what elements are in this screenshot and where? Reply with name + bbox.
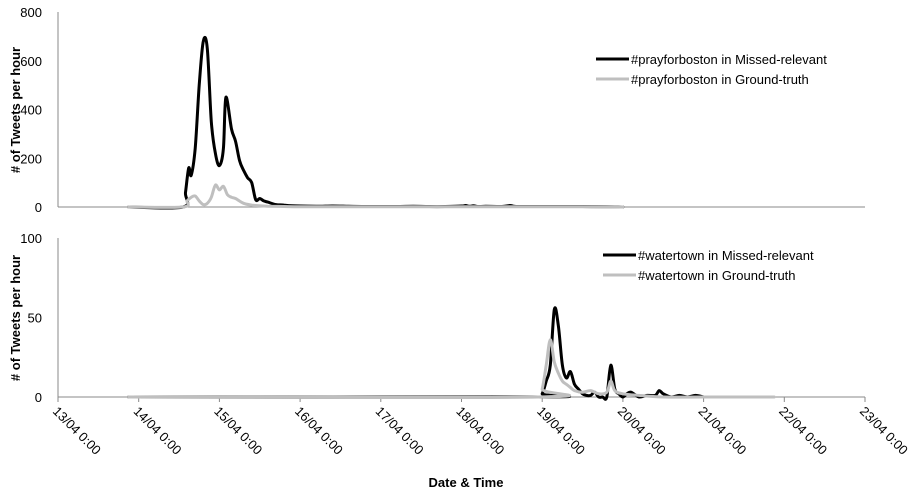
- bot-legend-label: #watertown in Missed-relevant: [638, 248, 814, 263]
- bottom-chart-y-axis-title: # of Tweets per hour: [8, 255, 23, 381]
- x-tick-label: 22/04 0:00: [776, 404, 830, 458]
- top-y-tick-label: 400: [20, 103, 42, 118]
- x-tick-label: 13/04 0:00: [50, 404, 104, 458]
- bottom-chart: 0 50 100 13/04 0:00 14/04 0:00 15/04 0:00 16/…: [8, 231, 911, 490]
- bot-y-tick-label: 100: [20, 231, 42, 246]
- top-series-line-ground-truth: [127, 183, 625, 209]
- top-chart: 0 200 400 600 800 #prayforboston in Missed-r…: [8, 5, 865, 215]
- x-tick-label: 19/04 0:00: [534, 404, 588, 458]
- bottom-chart-legend: #watertown in Missed-relevant #watertown …: [603, 248, 814, 283]
- x-tick-label: 14/04 0:00: [131, 404, 185, 458]
- x-tick-label: 15/04 0:00: [211, 404, 265, 458]
- x-tick-label: 20/04 0:00: [615, 404, 669, 458]
- bot-y-tick-label: 50: [28, 311, 42, 326]
- top-y-tick-label: 0: [35, 200, 42, 215]
- x-tick-label: 16/04 0:00: [292, 404, 346, 458]
- bot-series-line-ground-truth: [127, 338, 776, 400]
- x-axis-title: Date & Time: [429, 475, 504, 490]
- top-y-tick-label: 800: [20, 5, 42, 20]
- bot-series-line-missed-relevant: [127, 306, 706, 401]
- x-tick-label: 18/04 0:00: [453, 404, 507, 458]
- top-y-tick-label: 600: [20, 54, 42, 69]
- top-y-tick-label: 200: [20, 151, 42, 166]
- top-legend-label: #prayforboston in Missed-relevant: [631, 52, 827, 67]
- top-chart-legend: #prayforboston in Missed-relevant #prayfo…: [596, 52, 827, 87]
- x-tick-label: 23/04 0:00: [857, 404, 911, 458]
- bot-legend-label: #watertown in Ground-truth: [638, 268, 796, 283]
- top-chart-y-axis-title: # of Tweets per hour: [8, 47, 23, 173]
- bot-y-tick-label: 0: [35, 390, 42, 405]
- x-tick-label: 21/04 0:00: [695, 404, 749, 458]
- top-legend-label: #prayforboston in Ground-truth: [631, 72, 809, 87]
- x-tick-label: 17/04 0:00: [373, 404, 427, 458]
- top-series-line-missed-relevant: [127, 35, 625, 210]
